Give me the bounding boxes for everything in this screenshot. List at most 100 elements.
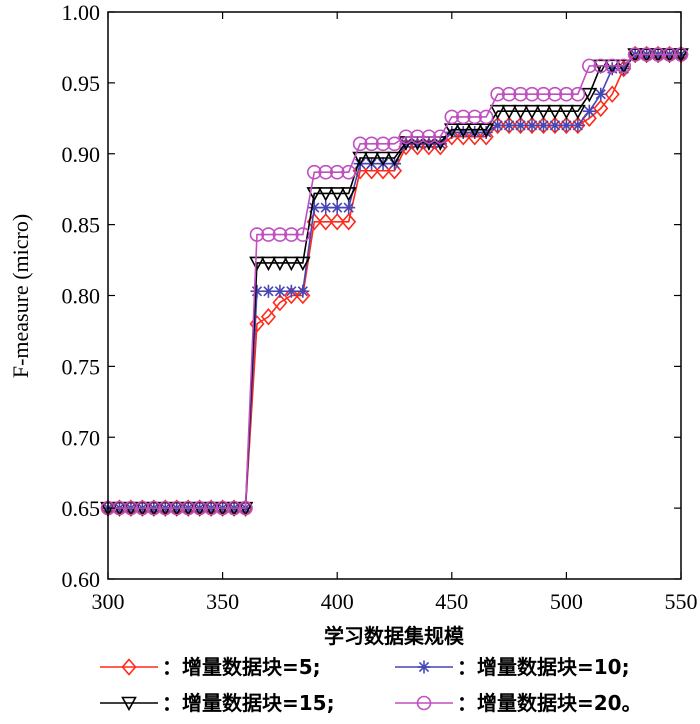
circle-marker	[524, 86, 540, 102]
diamond-marker	[341, 213, 357, 231]
circle-marker	[364, 136, 379, 152]
y-tick-label: 0.90	[62, 142, 101, 167]
circle-marker	[306, 164, 322, 180]
asterisk-marker	[319, 201, 333, 215]
circle-marker	[416, 695, 432, 711]
asterisk-stroke	[274, 286, 286, 297]
circle-marker	[135, 500, 150, 516]
circle-marker	[295, 227, 311, 242]
circle-marker	[593, 58, 609, 74]
diamond-marker	[295, 286, 311, 305]
legend: ：增量数据块=5; ：增量数据块=10; ：增量数据块=15; ：增量数据块=20。	[100, 655, 642, 715]
legend-item-1: ：增量数据块=5;	[100, 655, 321, 679]
circle-marker	[433, 129, 448, 145]
asterisk-stroke	[584, 106, 595, 117]
asterisk-marker	[330, 201, 344, 215]
asterisk-stroke	[538, 120, 549, 131]
series-line	[108, 53, 681, 509]
circle-marker	[249, 227, 265, 242]
diamond-marker	[604, 85, 620, 103]
circle-marker	[410, 129, 425, 145]
circle-marker	[627, 47, 643, 62]
asterisk-stroke	[286, 286, 297, 297]
diamond-marker	[547, 116, 563, 135]
asterisk-stroke	[561, 120, 572, 131]
circle-marker	[226, 500, 242, 516]
triangle-down-marker	[340, 187, 357, 202]
diamond-marker	[524, 116, 540, 135]
asterisk-marker	[284, 284, 298, 298]
circle-marker	[318, 164, 334, 180]
diamond-marker	[272, 293, 288, 312]
series-1	[100, 45, 689, 517]
circle-marker	[559, 86, 574, 102]
circle-marker	[662, 47, 677, 62]
triangle-down-marker	[547, 104, 563, 120]
axes: 300 350 400 450 500 550 0.60 0.65 0.70 0.75 0.80 0.…	[62, 0, 698, 614]
circle-marker	[501, 86, 517, 102]
triangle-down-marker	[489, 104, 506, 120]
diamond-marker	[558, 116, 574, 135]
circle-marker	[329, 164, 345, 180]
circle-marker	[284, 227, 299, 242]
circle-marker	[192, 500, 207, 516]
asterisk-stroke	[418, 661, 430, 673]
circle-marker	[570, 86, 586, 102]
triangle-down-marker	[272, 256, 288, 272]
triangle-down-marker	[363, 151, 380, 167]
circle-marker	[272, 227, 288, 242]
diamond-marker	[329, 213, 345, 231]
circle-marker	[639, 47, 654, 62]
asterisk-marker	[250, 284, 264, 298]
asterisk-stroke	[263, 286, 274, 297]
plot-frame	[107, 11, 682, 580]
circle-marker	[455, 109, 471, 125]
diamond-marker	[570, 116, 586, 135]
triangle-down-marker	[558, 104, 575, 120]
asterisk-stroke	[320, 202, 331, 213]
diamond-marker	[283, 286, 299, 305]
triangle-down-marker	[260, 256, 277, 272]
asterisk-marker	[417, 660, 431, 674]
circle-marker	[444, 109, 460, 125]
triangle-down-marker	[512, 104, 529, 120]
asterisk-stroke	[595, 89, 606, 100]
x-tick-label: 400	[321, 589, 354, 614]
circle-marker	[352, 136, 368, 152]
triangle-down-marker	[375, 151, 391, 167]
asterisk-stroke	[572, 120, 583, 131]
circle-marker	[513, 86, 528, 102]
series-line	[108, 53, 681, 509]
diamond-marker	[593, 99, 609, 118]
asterisk-marker	[571, 118, 585, 132]
asterisk-marker	[514, 118, 528, 132]
x-tick-label: 500	[550, 589, 583, 614]
x-tick-label: 550	[665, 589, 698, 614]
series-3	[100, 48, 689, 517]
asterisk-marker	[502, 118, 516, 132]
series-2	[101, 48, 688, 515]
asterisk-marker	[536, 118, 550, 132]
diamond-marker	[478, 128, 494, 146]
circle-marker	[238, 500, 253, 516]
diamond-marker	[467, 128, 483, 146]
diamond-marker	[501, 116, 517, 135]
asterisk-marker	[525, 118, 539, 132]
x-tick-label: 300	[92, 589, 125, 614]
legend-label: ：增量数据块=5;	[162, 655, 321, 679]
circle-marker	[582, 58, 597, 74]
legend-label: ：增量数据块=20。	[457, 691, 642, 715]
asterisk-marker	[307, 201, 321, 215]
y-tick-label: 1.00	[62, 0, 101, 25]
triangle-down-marker	[294, 256, 311, 272]
triangle-down-marker	[121, 696, 137, 712]
y-axis-label: F-measure (micro)	[8, 214, 33, 378]
asterisk-marker	[491, 118, 505, 132]
circle-marker	[261, 227, 276, 242]
triangle-down-marker	[352, 151, 368, 167]
triangle-down-marker	[581, 87, 598, 103]
triangle-down-marker	[283, 256, 300, 272]
asterisk-marker	[296, 284, 310, 298]
series-line	[108, 53, 681, 509]
